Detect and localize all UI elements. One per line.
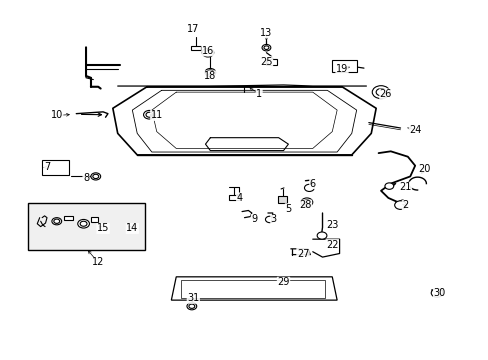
Text: 31: 31 [187, 293, 199, 303]
Circle shape [375, 89, 385, 96]
Circle shape [78, 220, 89, 228]
Circle shape [265, 216, 274, 223]
Circle shape [394, 201, 406, 210]
Circle shape [202, 48, 213, 57]
Circle shape [143, 111, 155, 119]
Bar [228, 195, 238, 200]
Circle shape [80, 221, 87, 226]
Text: 15: 15 [97, 224, 109, 233]
Text: 22: 22 [325, 239, 338, 249]
Text: 29: 29 [277, 277, 289, 287]
Text: 23: 23 [325, 220, 338, 230]
Circle shape [93, 174, 99, 179]
Text: 13: 13 [260, 28, 272, 38]
Text: 14: 14 [126, 224, 138, 233]
Circle shape [264, 46, 268, 49]
Circle shape [186, 303, 196, 310]
Text: 3: 3 [270, 215, 276, 224]
Text: 5: 5 [285, 204, 291, 214]
Text: 24: 24 [408, 125, 421, 135]
Bar [27, 203, 144, 250]
Circle shape [430, 289, 442, 297]
Circle shape [384, 183, 393, 189]
Text: 10: 10 [51, 111, 63, 121]
Circle shape [54, 219, 60, 224]
Circle shape [204, 68, 215, 76]
Text: 17: 17 [187, 24, 199, 35]
Bar [42, 160, 69, 175]
Text: 26: 26 [379, 89, 391, 99]
Text: 27: 27 [296, 248, 308, 258]
Text: 20: 20 [418, 164, 430, 174]
Circle shape [301, 198, 312, 207]
Text: 8: 8 [83, 173, 89, 183]
Text: 18: 18 [204, 71, 216, 81]
Bar [266, 59, 277, 65]
Circle shape [317, 232, 326, 239]
Text: 2: 2 [402, 200, 407, 210]
Text: 7: 7 [44, 162, 50, 172]
Bar [331, 60, 356, 72]
Text: 11: 11 [150, 111, 163, 121]
Polygon shape [171, 277, 336, 300]
Text: 1: 1 [256, 89, 262, 99]
Circle shape [91, 173, 101, 180]
Circle shape [146, 112, 153, 117]
Circle shape [262, 44, 270, 51]
Circle shape [188, 304, 194, 309]
Circle shape [206, 70, 213, 75]
Bar [64, 216, 73, 220]
Circle shape [52, 218, 61, 225]
Text: 21: 21 [398, 182, 411, 192]
Circle shape [371, 86, 389, 99]
Text: 6: 6 [309, 179, 315, 189]
Text: 9: 9 [251, 215, 257, 224]
Circle shape [304, 184, 314, 192]
Text: 28: 28 [299, 200, 311, 210]
Bar [181, 280, 325, 298]
Circle shape [303, 200, 310, 205]
Text: 16: 16 [202, 46, 214, 56]
Bar [277, 196, 287, 203]
Text: 19: 19 [335, 64, 347, 74]
Bar [190, 45, 200, 50]
Text: 25: 25 [260, 57, 272, 67]
Text: 30: 30 [432, 288, 445, 298]
Text: 12: 12 [92, 257, 104, 267]
Text: 4: 4 [236, 193, 242, 203]
Bar [91, 217, 98, 222]
